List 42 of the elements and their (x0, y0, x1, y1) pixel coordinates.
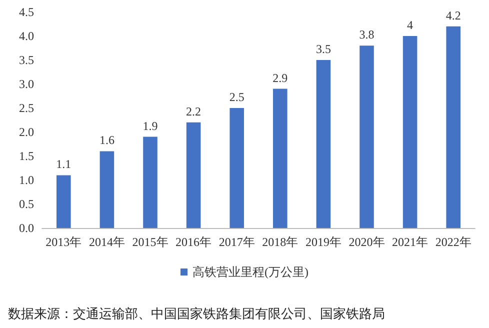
bar (316, 60, 331, 228)
bar (273, 88, 288, 228)
data-label: 3.8 (359, 28, 374, 42)
y-tick-label: 4.5 (19, 5, 34, 19)
source-note: 数据来源：交通运输部、中国国家铁路集团有限公司、国家铁路局 (8, 306, 385, 321)
y-tick-label: 0.5 (19, 197, 34, 211)
legend-label: 高铁营业里程(万公里) (192, 265, 309, 279)
y-tick-label: 2.5 (19, 101, 34, 115)
x-tick-label: 2022年 (435, 235, 472, 249)
y-tick-label: 3.0 (19, 77, 34, 91)
data-label: 2.2 (186, 104, 202, 118)
x-tick-label: 2013年 (46, 235, 82, 249)
bar (230, 108, 244, 228)
data-label: 2.9 (272, 70, 288, 85)
bar (186, 122, 201, 228)
bar (446, 26, 460, 228)
x-tick-label: 2019年 (305, 235, 342, 249)
x-tick-label: 2021年 (392, 235, 428, 249)
y-tick-label: 4.0 (19, 29, 34, 43)
x-tick-label: 2018年 (262, 235, 298, 249)
x-tick-label: 2020年 (348, 235, 385, 249)
bar (100, 151, 114, 228)
y-tick-label: 0.0 (19, 221, 34, 235)
bar (402, 36, 418, 228)
y-tick-label: 1.0 (19, 173, 34, 187)
x-tick-label: 2017年 (218, 235, 255, 249)
bar (360, 46, 374, 228)
data-label: 3.5 (316, 42, 331, 56)
data-label: 1.9 (142, 118, 158, 133)
x-tick-label: 2016年 (176, 235, 212, 249)
x-tick-label: 2015年 (132, 235, 168, 249)
data-label: 1.6 (99, 133, 114, 148)
data-label: 1.1 (56, 157, 72, 172)
bar (143, 136, 158, 228)
bar (56, 175, 71, 228)
y-tick-label: 2.0 (19, 125, 34, 139)
y-tick-label: 1.5 (19, 149, 34, 163)
data-label: 2.5 (229, 90, 244, 104)
y-tick-label: 3.5 (19, 53, 34, 67)
data-label: 4.2 (446, 8, 461, 22)
data-label: 4 (407, 18, 414, 32)
x-tick-label: 2014年 (88, 235, 125, 249)
